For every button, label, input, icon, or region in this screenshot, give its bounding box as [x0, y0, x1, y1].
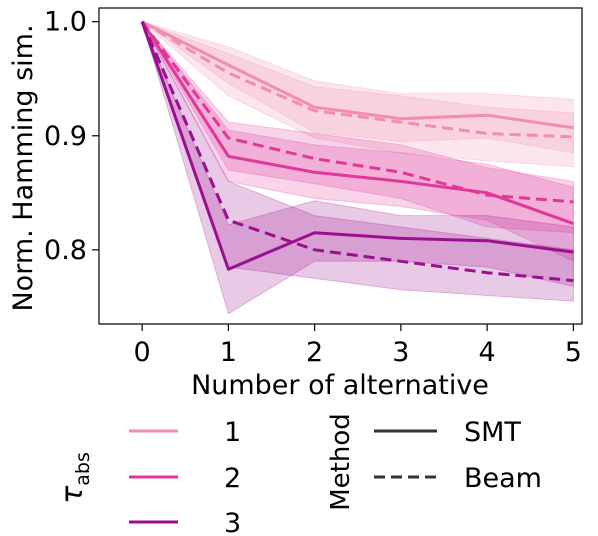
y-axis-ticks: 0.8 0.9 1.0: [44, 7, 99, 266]
x-tick-label: 2: [306, 337, 323, 368]
legend-hue-label: 3: [224, 508, 241, 536]
plot-area: [98, 7, 583, 325]
line-2-beam: [140, 20, 574, 204]
x-tick-label: 4: [479, 337, 496, 368]
legend-hue-label: 1: [224, 417, 241, 448]
legend-style-group: Method SMT Beam: [326, 413, 542, 511]
legend-style-label: Beam: [464, 463, 542, 494]
y-axis-label: Norm. Hamming sim.: [8, 24, 39, 311]
legend-hue-title-sub: abs: [72, 452, 94, 486]
band-1-smt: [141, 21, 574, 154]
axes-frame: [98, 7, 583, 325]
x-tick-label: 1: [220, 337, 237, 368]
line-3-smt: [140, 21, 574, 271]
y-tick-label: 0.9: [44, 121, 87, 152]
band-3-beam: [141, 21, 574, 302]
x-axis-label: Number of alternative: [191, 370, 489, 401]
x-axis-ticks: 0 1 2 3 4 5: [134, 324, 582, 368]
y-tick-label: 0.8: [44, 235, 87, 266]
legend-hue-title: τabs: [55, 452, 94, 504]
band-2-beam: [141, 21, 574, 234]
x-tick-label: 5: [565, 337, 582, 368]
legend-style-title: Method: [326, 413, 356, 511]
line-1-beam: [141, 20, 574, 139]
series-lines: [140, 20, 574, 283]
y-tick-label: 1.0: [44, 7, 87, 38]
line-2-smt: [140, 20, 574, 226]
legend-hue-title-main: τ: [55, 485, 90, 504]
line-1-smt: [141, 20, 574, 130]
legend-style-label: SMT: [464, 417, 521, 448]
legend: τabs 1 2 3 Method SMT Beam: [55, 413, 542, 536]
legend-hue-label: 2: [224, 463, 241, 494]
line-3-beam: [140, 21, 574, 283]
legend-hue-group: τabs 1 2 3: [55, 417, 241, 536]
x-tick-label: 3: [392, 337, 409, 368]
band-2-smt: [141, 21, 574, 263]
x-tick-label: 0: [134, 337, 151, 368]
